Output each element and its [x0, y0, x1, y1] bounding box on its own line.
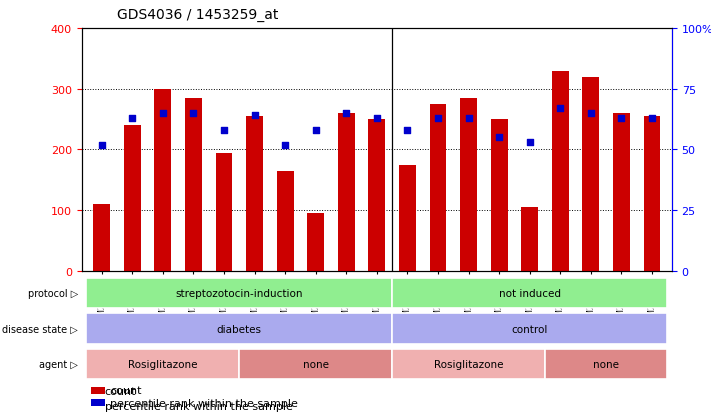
Bar: [613, 114, 630, 271]
Bar: [545, 349, 668, 380]
Point: [432, 115, 444, 122]
Text: count: count: [105, 387, 136, 396]
Text: percentile rank within the sample: percentile rank within the sample: [110, 398, 298, 408]
Point: [249, 113, 260, 119]
Bar: [86, 278, 392, 309]
Point: [341, 110, 352, 117]
Bar: [277, 171, 294, 271]
Point: [310, 128, 321, 134]
Bar: [239, 349, 392, 380]
Text: protocol ▷: protocol ▷: [28, 288, 78, 298]
Text: agent ▷: agent ▷: [39, 359, 78, 369]
Text: Rosiglitazone: Rosiglitazone: [434, 359, 503, 369]
Point: [371, 115, 383, 122]
Bar: [521, 208, 538, 271]
Point: [188, 110, 199, 117]
Point: [585, 110, 597, 117]
Bar: [338, 114, 355, 271]
Bar: [399, 165, 416, 271]
Text: streptozotocin-induction: streptozotocin-induction: [176, 288, 303, 298]
Bar: [91, 387, 105, 394]
Text: control: control: [511, 324, 548, 334]
Point: [402, 128, 413, 134]
Text: not induced: not induced: [498, 288, 561, 298]
Text: count: count: [110, 385, 141, 395]
Bar: [392, 278, 668, 309]
Point: [279, 142, 291, 149]
Bar: [93, 205, 110, 271]
Bar: [185, 99, 202, 271]
Bar: [491, 120, 508, 271]
Text: GDS4036 / 1453259_at: GDS4036 / 1453259_at: [117, 8, 279, 22]
Point: [463, 115, 474, 122]
Point: [157, 110, 169, 117]
Point: [616, 115, 627, 122]
Point: [493, 135, 505, 141]
Bar: [91, 399, 105, 406]
Text: Rosiglitazone: Rosiglitazone: [128, 359, 198, 369]
Bar: [215, 153, 232, 271]
Bar: [643, 117, 661, 271]
Bar: [86, 313, 392, 344]
Bar: [392, 313, 668, 344]
Bar: [246, 117, 263, 271]
Bar: [429, 104, 447, 271]
Point: [96, 142, 107, 149]
Bar: [307, 214, 324, 271]
Text: none: none: [593, 359, 619, 369]
Bar: [368, 120, 385, 271]
Text: none: none: [303, 359, 328, 369]
Bar: [154, 90, 171, 271]
Point: [524, 140, 535, 146]
Text: diabetes: diabetes: [217, 324, 262, 334]
Text: percentile rank within the sample: percentile rank within the sample: [105, 401, 292, 411]
Point: [127, 115, 138, 122]
Bar: [582, 77, 599, 271]
Point: [555, 106, 566, 112]
Text: disease state ▷: disease state ▷: [2, 324, 78, 334]
Point: [218, 128, 230, 134]
Bar: [552, 71, 569, 271]
Bar: [124, 126, 141, 271]
Bar: [86, 349, 239, 380]
Bar: [460, 99, 477, 271]
Bar: [392, 349, 545, 380]
Point: [646, 115, 658, 122]
